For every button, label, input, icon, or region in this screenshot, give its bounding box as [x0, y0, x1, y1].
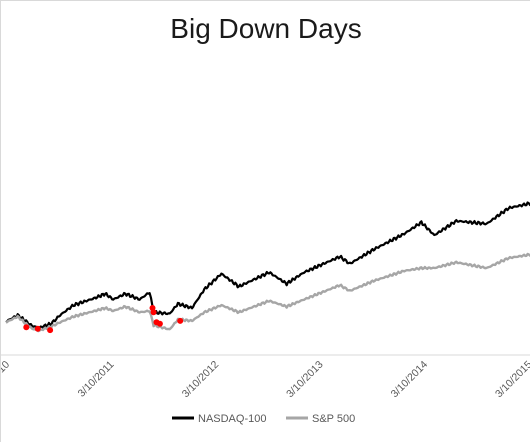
big-down-day-marker [34, 325, 41, 332]
big-down-day-marker [177, 317, 184, 324]
x-tick-label: 3/10/2010 [1, 359, 12, 401]
x-tick-label: 3/10/2012 [180, 359, 222, 401]
x-tick-label: 3/10/2015 [493, 359, 530, 401]
legend-nasdaq-100-label: NASDAQ-100 [198, 413, 266, 425]
x-tick-label: 3/10/2013 [284, 359, 326, 401]
big-down-day-marker [47, 327, 54, 334]
big-down-day-marker [23, 324, 30, 331]
x-tick-label: 3/10/2014 [389, 359, 431, 401]
series-line-nasdaq-100 [5, 201, 530, 330]
legend-sp-500-label: S&P 500 [312, 413, 355, 425]
x-tick-label: 3/10/2011 [76, 359, 117, 400]
series-line-sp-500 [5, 252, 530, 333]
big-down-day-marker [150, 309, 157, 316]
chart-title: Big Down Days [170, 13, 362, 44]
big-down-day-marker [156, 320, 163, 327]
